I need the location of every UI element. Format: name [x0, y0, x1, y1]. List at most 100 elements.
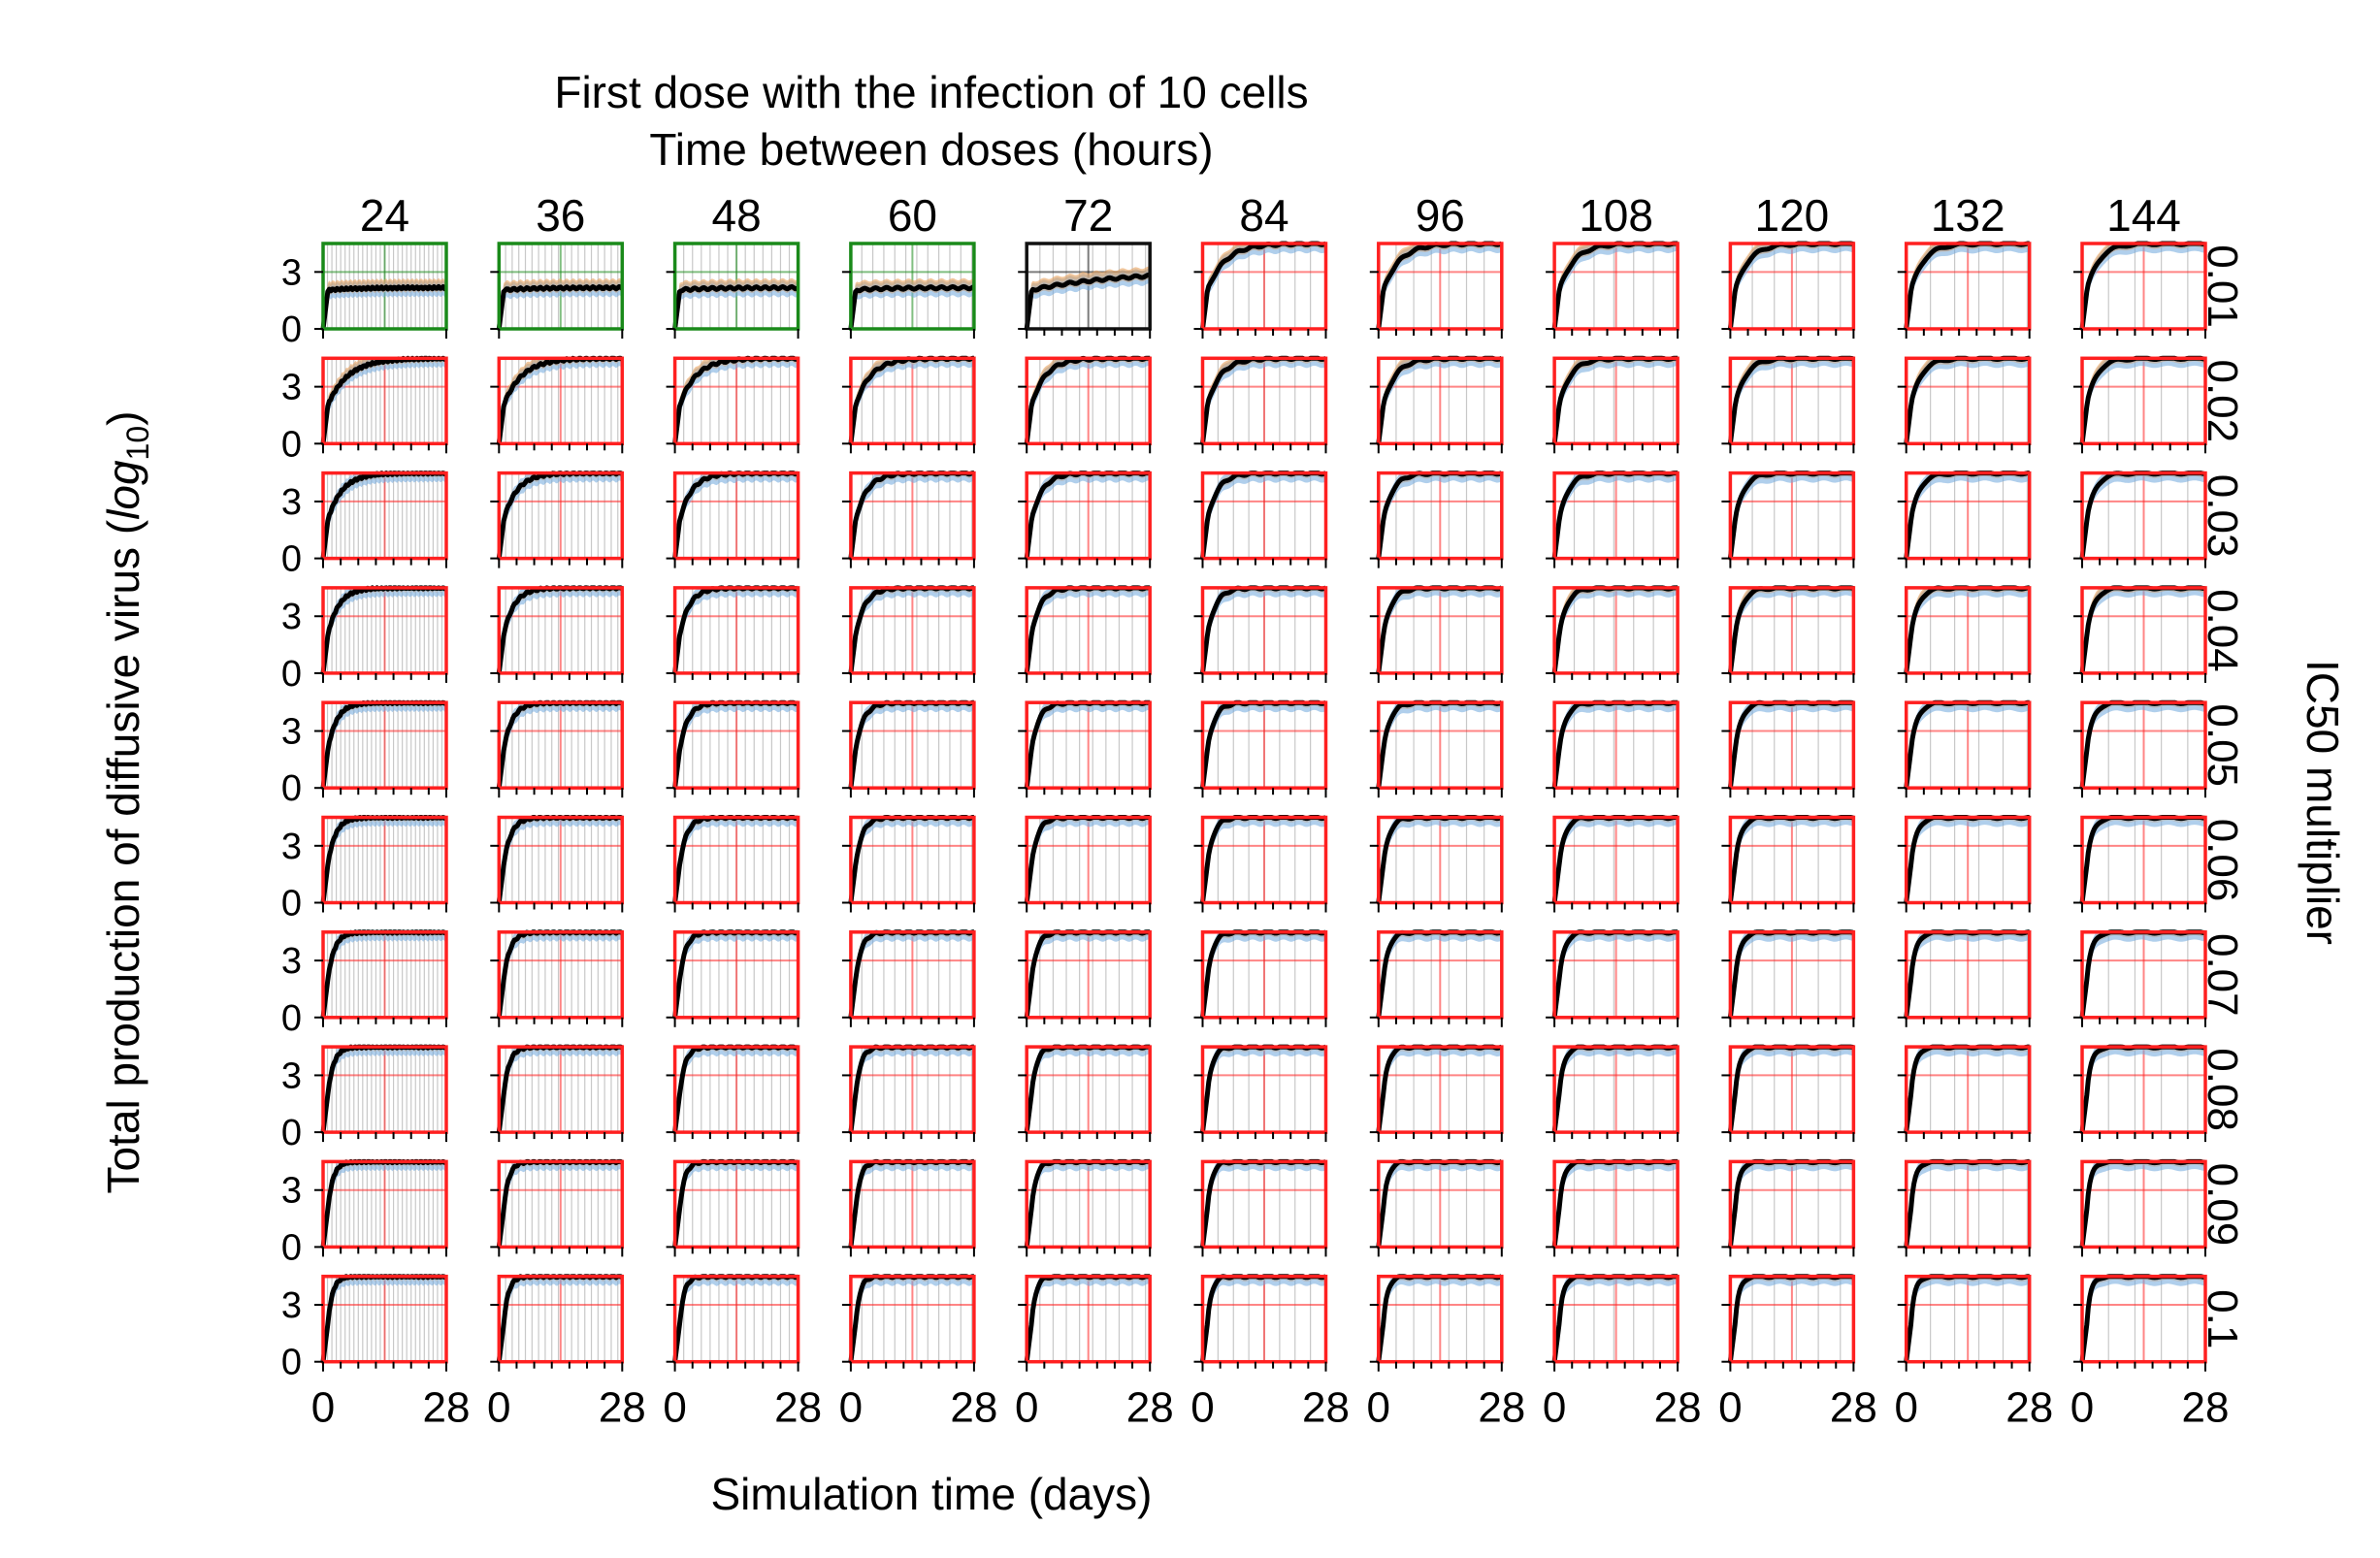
- y-axis-label: Total production of diffusive virus (log…: [98, 411, 155, 1194]
- panel: [1369, 471, 1504, 568]
- panel: [841, 1158, 976, 1257]
- panel: [490, 242, 625, 339]
- y-tick-label: 3: [281, 1171, 302, 1212]
- panel: [314, 242, 448, 339]
- variability-band-blue: [1906, 472, 2030, 559]
- row-axis-label: IC50 multiplier: [2298, 660, 2348, 945]
- panel: [2073, 815, 2207, 913]
- panel-frame: [497, 586, 625, 675]
- panel-frame: [672, 471, 800, 561]
- panel: [1193, 355, 1328, 454]
- panel: [1897, 1158, 2032, 1257]
- panel-frame: [2080, 1045, 2207, 1134]
- x-tick-labels: 0 28 0 28 0 28 0 28 0 28 0 28 0 28 0 28 0 28 0 28 0 28: [311, 1384, 2230, 1432]
- panel: [841, 1044, 976, 1143]
- panel: [666, 699, 800, 798]
- panel-frame: [672, 1045, 800, 1134]
- variability-band-blue: [1554, 472, 1679, 559]
- panel-frame: [497, 1274, 625, 1364]
- panel: [1721, 1044, 1856, 1143]
- panel: [1018, 585, 1152, 683]
- panel-frame: [1904, 242, 2032, 331]
- panel-frame: [1728, 242, 1856, 331]
- x-tick-label: 28: [1654, 1384, 1702, 1432]
- panel-frame: [1377, 1274, 1504, 1364]
- panel-frame: [1552, 242, 1679, 331]
- panel: [1018, 929, 1152, 1027]
- panel: [314, 929, 448, 1027]
- x-tick-label: 28: [2005, 1384, 2053, 1432]
- row-label: 0.04: [2199, 589, 2246, 672]
- y-tick-label: 3: [281, 368, 302, 408]
- panel: [1369, 1158, 1504, 1257]
- panel-frame: [1552, 1274, 1679, 1364]
- x-tick-label: 28: [774, 1384, 822, 1432]
- panel-frame: [497, 1159, 625, 1250]
- panel: [1721, 585, 1856, 683]
- variability-band-blue: [674, 702, 799, 789]
- panel-frame: [497, 242, 625, 331]
- panel: [1546, 1274, 1679, 1372]
- panel-frame: [1200, 586, 1328, 675]
- variability-band-blue: [323, 358, 446, 444]
- y-axis-label-close: ): [98, 411, 148, 426]
- column-label: 36: [536, 190, 585, 241]
- panel-frame: [1728, 1045, 1856, 1134]
- panel-frame: [1200, 1274, 1328, 1364]
- panel: [1897, 1044, 2032, 1143]
- column-labels: 24 36 48 60 72 84 96 108 120 132 144: [360, 190, 2181, 241]
- panel: [1546, 471, 1679, 568]
- panel: [1897, 355, 2032, 454]
- variability-band-blue: [499, 702, 623, 789]
- panel: [1018, 355, 1152, 454]
- panel: [1721, 241, 1856, 339]
- y-tick-label: 3: [281, 482, 302, 523]
- column-label: 144: [2106, 190, 2181, 241]
- variability-band-blue: [1554, 587, 1679, 673]
- row-label: 0.05: [2199, 703, 2246, 787]
- x-tick-label: 28: [423, 1384, 471, 1432]
- panel: [1546, 929, 1679, 1027]
- panel-frame: [321, 1159, 448, 1250]
- row-label: 0.06: [2199, 819, 2246, 902]
- panel-frame: [1025, 356, 1152, 446]
- panel-frame: [672, 1159, 800, 1250]
- panel-frame: [2080, 471, 2207, 561]
- panel: [2073, 241, 2207, 339]
- panel-frame: [1025, 1159, 1152, 1250]
- panel: [1721, 815, 1856, 913]
- panel: [314, 1274, 448, 1372]
- panel-frame: [849, 242, 976, 331]
- x-tick-label: 0: [1894, 1384, 1917, 1432]
- y-tick-label: 3: [281, 712, 302, 753]
- panel-frame: [849, 356, 976, 446]
- panel-frame: [497, 700, 625, 790]
- panel: [490, 815, 625, 913]
- y-axis-label-log: log: [98, 460, 148, 520]
- panel-frame: [1904, 700, 2032, 790]
- mean-line: [496, 284, 625, 330]
- x-tick-label: 0: [1543, 1384, 1566, 1432]
- panel: [314, 1044, 448, 1143]
- panel-frame: [2080, 356, 2207, 446]
- panel: [1721, 1158, 1856, 1257]
- panel: [841, 471, 976, 568]
- chart-subtitle: Time between doses (hours): [649, 124, 1213, 175]
- panel-frame: [1025, 242, 1152, 331]
- panel: [1546, 699, 1679, 798]
- panel: [1721, 929, 1856, 1027]
- panel: [1546, 585, 1679, 683]
- variability-band-blue: [499, 931, 623, 1018]
- panel-frame: [1377, 1045, 1504, 1134]
- x-tick-label: 0: [487, 1384, 510, 1432]
- x-tick-label: 0: [311, 1384, 335, 1432]
- panel: [1721, 699, 1856, 798]
- panel: [666, 929, 800, 1027]
- mean-line: [848, 284, 975, 330]
- panel-frame: [849, 1045, 976, 1134]
- panel: [1546, 815, 1679, 913]
- panel-frame: [321, 930, 448, 1020]
- variability-band-blue: [499, 817, 623, 903]
- panel: [490, 929, 625, 1027]
- column-label: 120: [1755, 190, 1830, 241]
